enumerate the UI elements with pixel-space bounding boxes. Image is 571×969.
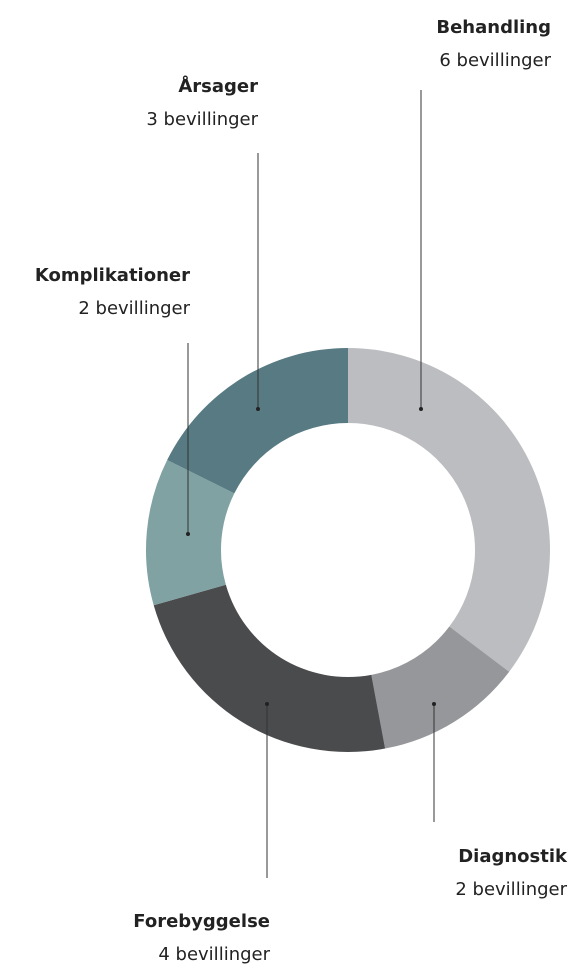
segment-name: Diagnostik bbox=[458, 846, 568, 867]
segment-value-label: 2 bevillinger bbox=[78, 298, 190, 319]
leader-dot bbox=[432, 702, 436, 706]
segment-name: Årsager bbox=[178, 74, 258, 97]
donut-segment bbox=[371, 626, 510, 749]
segment-value-label: 3 bevillinger bbox=[146, 109, 258, 130]
donut-segment bbox=[146, 459, 235, 606]
segment-name: Forebyggelse bbox=[133, 911, 270, 932]
donut-segment bbox=[167, 348, 348, 494]
segment-value-label: 6 bevillinger bbox=[439, 50, 551, 71]
donut-segment bbox=[153, 584, 386, 752]
donut-segment bbox=[348, 348, 550, 672]
segment-name: Behandling bbox=[436, 17, 551, 38]
segment-name: Komplikationer bbox=[35, 265, 190, 286]
leader-dot bbox=[186, 532, 190, 536]
segment-value-label: 4 bevillinger bbox=[158, 944, 270, 965]
leader-dot bbox=[256, 407, 260, 411]
leader-dot bbox=[419, 407, 423, 411]
segment-value-label: 2 bevillinger bbox=[455, 879, 567, 900]
leader-dot bbox=[265, 702, 269, 706]
